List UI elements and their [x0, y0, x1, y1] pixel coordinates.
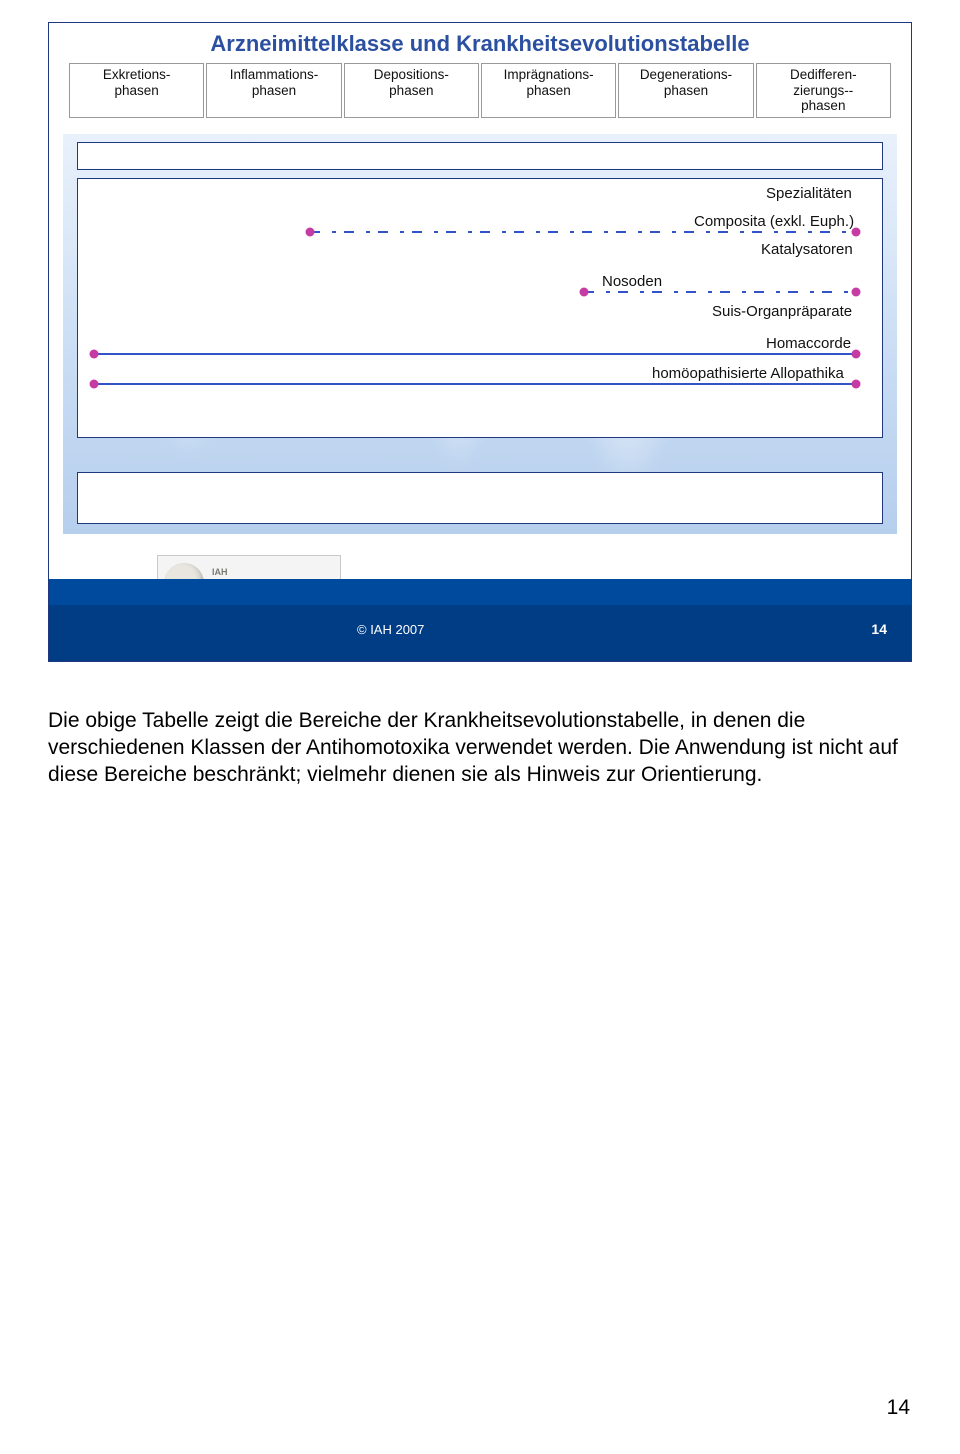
phase-cell-5: Dedifferen-zierungs--phasen — [756, 63, 891, 118]
phase-cell-2: Depositions-phasen — [344, 63, 479, 118]
body-paragraph: Die obige Tabelle zeigt die Bereiche der… — [48, 708, 912, 789]
chart-label-nosoden: Nosoden — [602, 273, 662, 290]
slide-title: Arzneimittelklasse und Krankheitsevoluti… — [67, 31, 893, 57]
chart-line-allopathika — [94, 383, 856, 385]
phase-cell-4: Degenerations-phasen — [618, 63, 753, 118]
chart-dot-allopathika — [852, 379, 861, 388]
chart-label-spezialitaeten: Spezialitäten — [766, 185, 852, 202]
slide-header: Arzneimittelklasse und Krankheitsevoluti… — [49, 23, 911, 128]
chart-dot-allopathika — [90, 379, 99, 388]
chart-line-homaccorde — [94, 353, 856, 355]
chart-dot-homaccorde — [90, 349, 99, 358]
chart-dot-nosoden — [852, 287, 861, 296]
chart-label-katalysatoren: Katalysatoren — [761, 241, 853, 258]
logo-line1: IAH — [212, 567, 301, 577]
chart-label-composita: Composita (exkl. Euph.) — [694, 213, 854, 230]
slide-footer-band: © IAH 2007 14 — [49, 579, 911, 661]
phase-cell-3: Imprägnations-phasen — [481, 63, 616, 118]
chart-label-allopathika: homöopathisierte Allopathika — [652, 365, 844, 382]
chart-line-nosoden — [584, 291, 856, 293]
slide-container: Arzneimittelklasse und Krankheitsevoluti… — [48, 22, 912, 662]
slide-number: 14 — [871, 621, 887, 637]
white-box-middle: Spezialitäten Composita (exkl. Euph.) Kata… — [77, 178, 883, 438]
chart-dot-homaccorde — [852, 349, 861, 358]
phase-cell-1: Inflammations-phasen — [206, 63, 341, 118]
chart-dot-composita — [306, 227, 315, 236]
phase-cell-0: Exkretions-phasen — [69, 63, 204, 118]
page-number: 14 — [887, 1396, 910, 1420]
chart-label-suis: Suis-Organpräparate — [712, 303, 852, 320]
chart-label-homaccorde: Homaccorde — [766, 335, 851, 352]
white-box-top — [77, 142, 883, 170]
white-box-bottom — [77, 472, 883, 524]
copyright-text: © IAH 2007 — [357, 622, 424, 637]
chart-area: Spezialitäten Composita (exkl. Euph.) Kata… — [63, 134, 897, 534]
phase-header-row: Exkretions-phasenInflammations-phasenDep… — [67, 63, 893, 124]
chart-line-composita — [310, 231, 856, 233]
chart-dot-nosoden — [580, 287, 589, 296]
